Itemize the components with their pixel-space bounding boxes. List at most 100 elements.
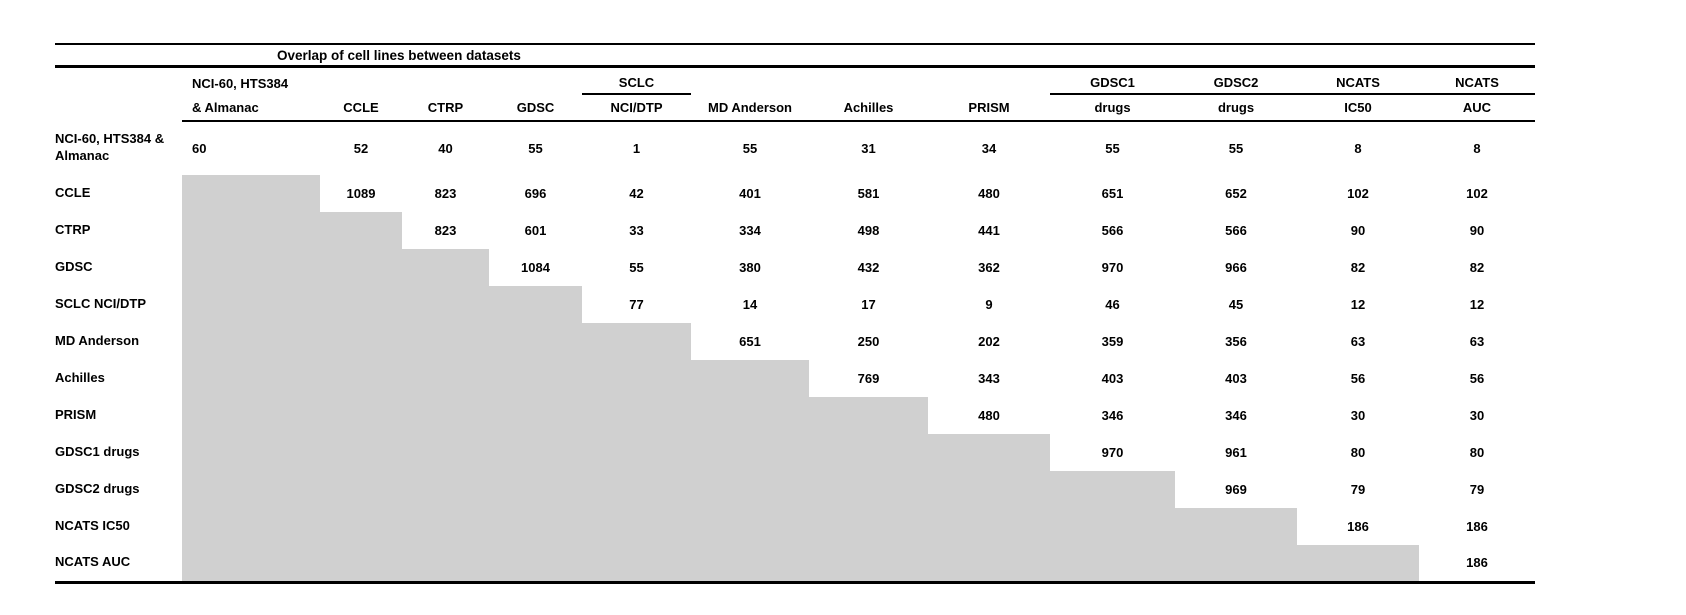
value-cell: 696	[524, 186, 547, 201]
corner-cell	[55, 68, 182, 94]
shaded-cell	[402, 249, 489, 286]
value-cell: 12	[1350, 297, 1366, 312]
value-cell: 1089	[346, 186, 376, 201]
column-header-bottom-1: & Almanac	[182, 94, 320, 122]
value-cell: 102	[1347, 186, 1369, 201]
shaded-cell	[320, 360, 402, 397]
shaded-cell	[928, 545, 1050, 582]
value-cell: 90	[1469, 223, 1485, 238]
header-row-top: NCI-60, HTS384 SCLC GDSC1 GDSC2 NCATS NCATS	[55, 68, 1535, 95]
shaded-cell	[402, 508, 489, 545]
table-row-2: CCLE 1089 823 696 42 401 581 480 651 652 102 102	[55, 175, 1535, 212]
value-cell: 202	[978, 334, 1000, 349]
shaded-cell	[489, 434, 582, 471]
value-cell: 8	[1354, 141, 1362, 156]
shaded-cell	[691, 508, 809, 545]
shaded-cell	[582, 545, 691, 582]
shaded-cell	[489, 397, 582, 434]
value-cell: 55	[629, 260, 644, 275]
shaded-cell	[182, 175, 320, 212]
column-header-bottom-8: PRISM	[928, 94, 1050, 122]
column-header-bottom-2: CCLE	[320, 94, 402, 122]
value-cell: 432	[857, 260, 880, 275]
row-label: GDSC	[55, 259, 93, 275]
shaded-cell	[582, 360, 691, 397]
row-label: GDSC2 drugs	[55, 481, 140, 497]
shaded-cell	[1050, 508, 1175, 545]
shaded-cell	[691, 545, 809, 582]
shaded-cell	[320, 286, 402, 323]
shaded-cell	[402, 471, 489, 508]
shaded-cell	[182, 397, 320, 434]
value-cell: 30	[1350, 408, 1366, 423]
value-cell: 403	[1225, 371, 1247, 386]
shaded-cell	[182, 545, 320, 582]
value-cell: 33	[629, 223, 644, 238]
row-label: NCI-60, HTS384 & Almanac	[55, 131, 165, 163]
value-cell: 82	[1469, 260, 1485, 275]
value-cell: 55	[1105, 141, 1120, 156]
column-header-bottom-9: drugs	[1050, 94, 1175, 122]
shaded-cell	[402, 360, 489, 397]
value-cell: 961	[1225, 445, 1247, 460]
overlap-table-figure: Overlap of cell lines between datasets N…	[55, 43, 1535, 584]
value-cell: 581	[857, 186, 880, 201]
value-cell: 250	[857, 334, 880, 349]
row-label: MD Anderson	[55, 333, 140, 349]
value-cell: 102	[1466, 186, 1488, 201]
table-row-1: NCI-60, HTS384 & Almanac 60 52 40 55 1 55 31 34 5…	[55, 121, 1535, 175]
row-label: SCLC NCI/DTP	[55, 296, 146, 312]
value-cell: 969	[1225, 482, 1247, 497]
value-cell: 60	[192, 141, 207, 156]
value-cell: 31	[861, 141, 876, 156]
value-cell: 82	[1350, 260, 1366, 275]
column-header-top-1: NCI-60, HTS384	[192, 76, 289, 91]
value-cell: 186	[1466, 519, 1488, 534]
shaded-cell	[691, 360, 809, 397]
shaded-cell	[809, 545, 928, 582]
value-cell: 55	[742, 141, 758, 156]
value-cell: 651	[739, 334, 761, 349]
row-label: CCLE	[55, 185, 91, 201]
value-cell: 8	[1473, 141, 1481, 156]
shaded-cell	[582, 508, 691, 545]
shaded-cell	[928, 471, 1050, 508]
value-cell: 346	[1101, 408, 1124, 423]
value-cell: 652	[1225, 186, 1247, 201]
shaded-cell	[489, 471, 582, 508]
value-cell: 566	[1225, 223, 1247, 238]
value-cell: 651	[1101, 186, 1124, 201]
column-header-bottom-3: CTRP	[402, 94, 489, 122]
value-cell: 55	[1228, 141, 1244, 156]
shaded-cell	[402, 323, 489, 360]
shaded-cell	[582, 323, 691, 360]
shaded-cell	[1175, 545, 1297, 582]
overlap-matrix-table: NCI-60, HTS384 SCLC GDSC1 GDSC2 NCATS NCATS & …	[55, 68, 1535, 584]
value-cell: 9	[985, 297, 993, 312]
value-cell: 343	[978, 371, 1000, 386]
shaded-cell	[320, 212, 402, 249]
value-cell: 401	[739, 186, 761, 201]
row-label: Achilles	[55, 370, 105, 386]
shaded-cell	[182, 471, 320, 508]
table-row-7: Achilles 769 343 403 403 56 56	[55, 360, 1535, 397]
column-header-top-2	[320, 68, 402, 94]
value-cell: 56	[1350, 371, 1366, 386]
shaded-cell	[320, 249, 402, 286]
shaded-cell	[1175, 508, 1297, 545]
shaded-cell	[489, 508, 582, 545]
value-cell: 480	[978, 186, 1000, 201]
value-cell: 52	[353, 141, 369, 156]
value-cell: 362	[978, 260, 1000, 275]
shaded-cell	[182, 508, 320, 545]
row-label: PRISM	[55, 407, 97, 423]
shaded-cell	[1050, 545, 1175, 582]
row-label: CTRP	[55, 222, 91, 238]
column-header-bottom-6: MD Anderson	[691, 94, 809, 122]
shaded-cell	[691, 397, 809, 434]
value-cell: 601	[524, 223, 547, 238]
shaded-cell	[582, 471, 691, 508]
value-cell: 1084	[521, 260, 550, 275]
shaded-cell	[402, 545, 489, 582]
shaded-cell	[489, 286, 582, 323]
